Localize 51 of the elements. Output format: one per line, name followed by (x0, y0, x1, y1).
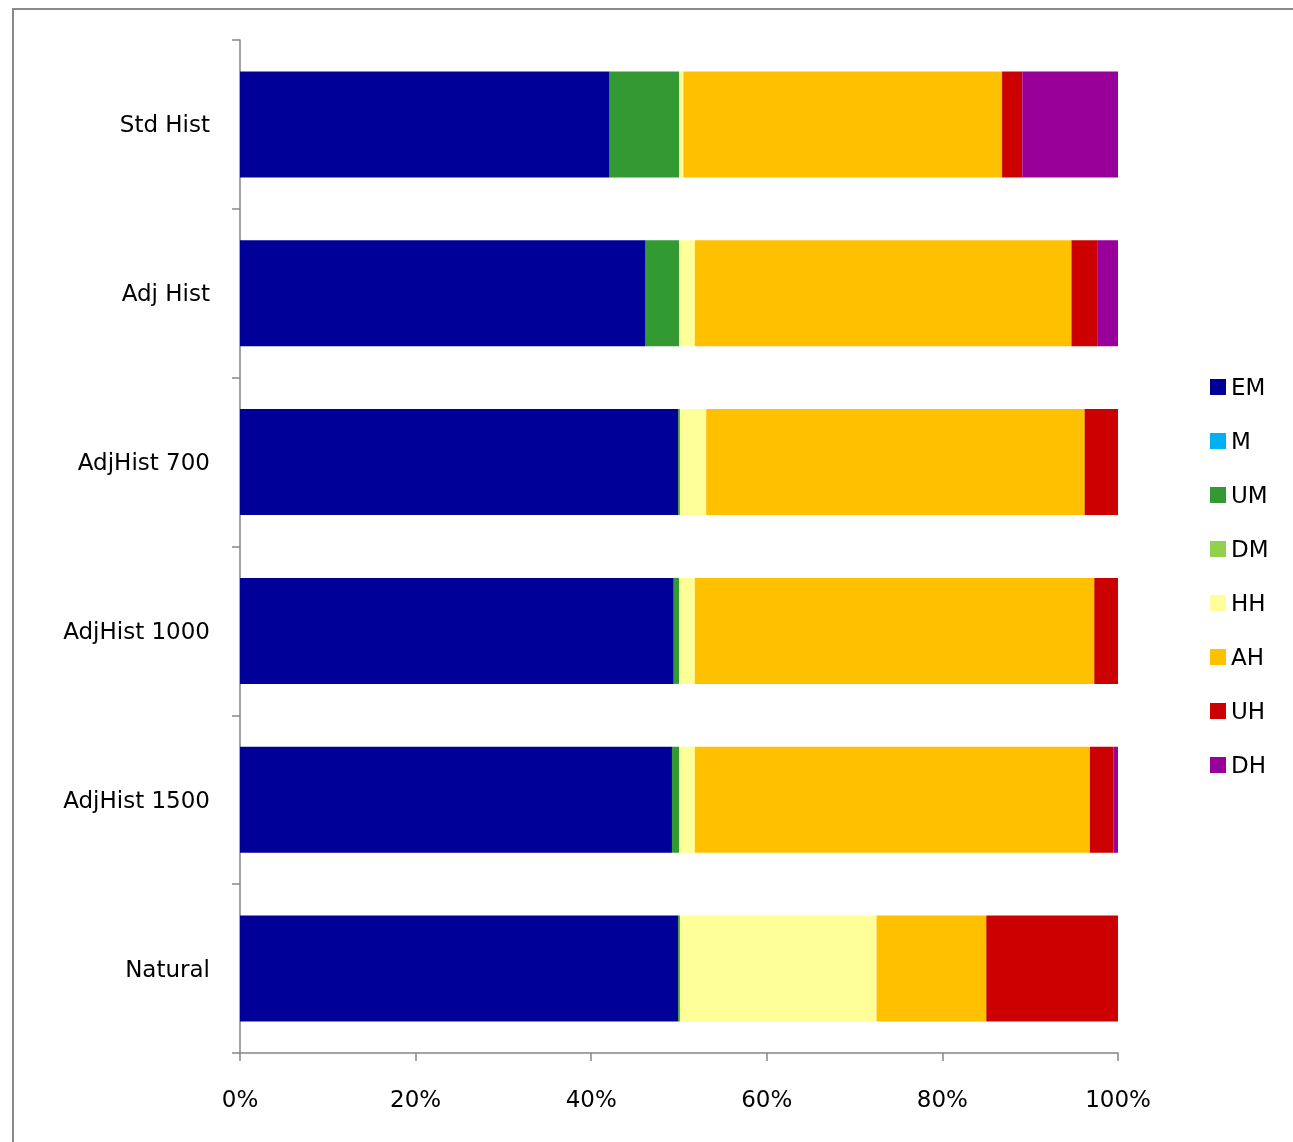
bar (679, 746, 695, 853)
y-tick-label: Natural (125, 955, 210, 982)
bar (1097, 240, 1118, 347)
bar (240, 746, 672, 853)
bar (645, 240, 679, 347)
bar (679, 240, 695, 347)
bar (673, 577, 679, 684)
bar (240, 577, 674, 684)
bar (240, 915, 679, 1022)
x-tick-label: 40% (565, 1085, 617, 1112)
y-tick-label: AdjHist 700 (77, 449, 210, 476)
bar (1113, 746, 1118, 853)
bar (679, 409, 707, 516)
legend-label: EM (1231, 374, 1266, 400)
x-tick-label: 0% (221, 1085, 259, 1112)
bar (1094, 577, 1118, 684)
legend-label: HH (1231, 590, 1266, 616)
y-tick-label: Adj Hist (121, 280, 210, 307)
bar (694, 240, 1072, 347)
x-tick-label: 60% (741, 1085, 793, 1112)
bar (240, 409, 679, 516)
bar (679, 915, 877, 1022)
x-tick-label: 100% (1085, 1085, 1151, 1112)
bar (609, 71, 679, 178)
bar (1071, 240, 1098, 347)
y-tick-label: Std Hist (119, 111, 210, 138)
x-tick-label: 20% (390, 1085, 442, 1112)
bar (706, 409, 1085, 516)
bar (1089, 746, 1114, 853)
bar (671, 746, 679, 853)
bar (1002, 71, 1023, 178)
y-tick-label: AdjHist 1500 (63, 786, 210, 813)
bar (1022, 71, 1118, 178)
y-tick-label: AdjHist 1000 (63, 617, 210, 644)
bar (683, 71, 1003, 178)
legend-label: AH (1231, 644, 1265, 670)
bar (240, 71, 610, 178)
bar (679, 577, 695, 684)
legend-label: UH (1231, 698, 1266, 724)
x-tick-label: 80% (916, 1085, 968, 1112)
bar (694, 577, 1095, 684)
bar (240, 240, 646, 347)
bar (986, 915, 1118, 1022)
bar (876, 915, 987, 1022)
legend-label: DH (1231, 752, 1267, 778)
legend-label: DM (1231, 536, 1269, 562)
legend-label: UM (1231, 482, 1268, 508)
bar (679, 71, 684, 178)
bar (1084, 409, 1118, 516)
bar (694, 746, 1090, 853)
legend-label: M (1231, 428, 1251, 454)
